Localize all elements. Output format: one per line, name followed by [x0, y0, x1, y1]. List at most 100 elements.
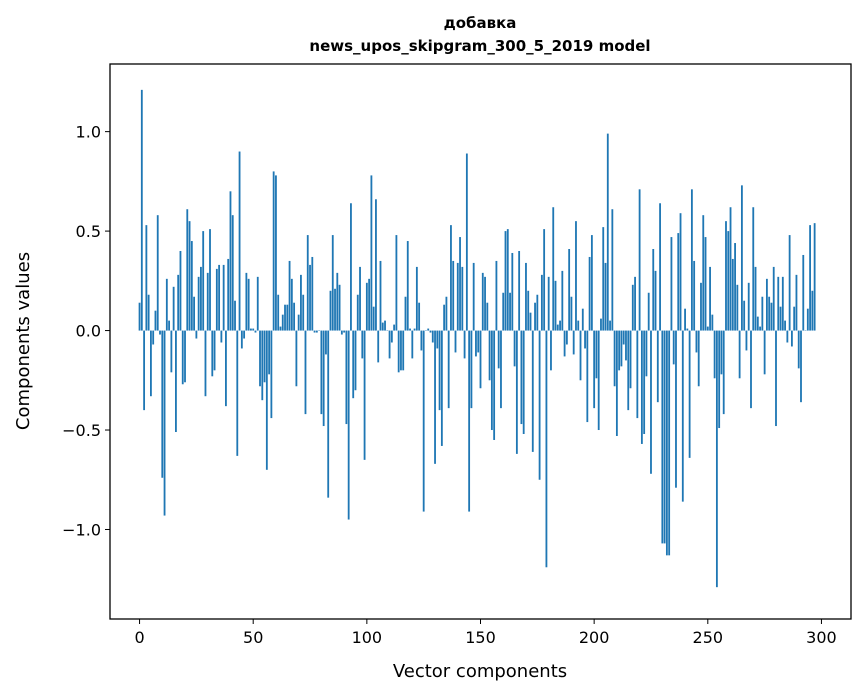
bar-236 — [675, 330, 677, 488]
bar-234 — [670, 237, 673, 331]
bar-78 — [315, 330, 318, 333]
bar-223 — [645, 330, 648, 377]
bar-182 — [552, 207, 555, 331]
bar-216 — [629, 330, 632, 389]
bar-179 — [545, 330, 548, 568]
bar-181 — [550, 330, 552, 371]
bar-116 — [402, 330, 405, 371]
bar-91 — [345, 330, 348, 425]
bar-62 — [279, 326, 282, 331]
y-tick-label: −1.0 — [62, 520, 101, 539]
bar-77 — [313, 330, 316, 333]
bar-297 — [813, 223, 816, 331]
bar-36 — [220, 330, 223, 343]
bar-260 — [729, 207, 732, 331]
bar-5 — [150, 330, 152, 397]
bar-197 — [586, 330, 589, 423]
bar-296 — [811, 290, 814, 331]
bar-150 — [479, 330, 482, 389]
bar-263 — [736, 284, 739, 331]
bar-287 — [790, 330, 793, 347]
bar-231 — [663, 330, 666, 544]
bar-180 — [547, 276, 550, 331]
bar-157 — [495, 260, 498, 331]
bar-191 — [572, 330, 575, 355]
chart-subtitle: news_upos_skipgram_300_5_2019 model — [309, 37, 650, 55]
bar-14 — [170, 330, 173, 373]
bar-6 — [152, 330, 155, 345]
bar-29 — [204, 330, 207, 397]
bar-111 — [390, 330, 393, 343]
bar-9 — [159, 330, 161, 335]
bar-135 — [445, 296, 448, 331]
bar-239 — [681, 330, 684, 502]
x-tick-label: 300 — [806, 628, 837, 647]
bar-27 — [200, 266, 202, 331]
bar-283 — [781, 276, 784, 331]
bar-3 — [145, 225, 148, 331]
bar-220 — [638, 189, 641, 331]
bar-208 — [611, 209, 614, 331]
bar-177 — [540, 274, 543, 331]
bar-277 — [768, 296, 771, 331]
bar-291 — [800, 330, 802, 403]
bar-98 — [361, 330, 364, 359]
bar-269 — [750, 330, 752, 409]
bar-201 — [595, 330, 598, 379]
bar-245 — [695, 330, 698, 353]
bar-278 — [770, 302, 773, 331]
bar-173 — [531, 330, 534, 452]
bar-22 — [188, 221, 191, 331]
bar-87 — [336, 272, 339, 331]
bar-261 — [731, 258, 734, 331]
bar-164 — [511, 252, 514, 331]
bar-55 — [263, 330, 266, 383]
bar-221 — [640, 330, 643, 444]
bar-169 — [522, 330, 525, 434]
bar-100 — [365, 282, 368, 331]
y-tick-label: 0.0 — [76, 322, 101, 341]
bar-161 — [504, 231, 507, 331]
bar-185 — [559, 320, 561, 331]
bar-167 — [518, 250, 521, 331]
bar-37 — [222, 264, 225, 331]
bar-253 — [713, 330, 716, 379]
bar-31 — [209, 229, 211, 331]
bar-183 — [554, 280, 557, 331]
bar-85 — [331, 235, 334, 331]
bar-226 — [652, 249, 655, 331]
bar-271 — [754, 266, 757, 331]
bar-130 — [434, 330, 436, 464]
bar-168 — [520, 330, 523, 425]
bar-33 — [213, 330, 216, 371]
bar-272 — [756, 316, 759, 331]
bars-group — [138, 89, 816, 588]
bar-43 — [236, 330, 239, 456]
bar-142 — [461, 266, 464, 331]
bar-209 — [613, 330, 616, 387]
bar-35 — [218, 264, 221, 331]
bar-146 — [470, 330, 473, 409]
bar-184 — [556, 324, 559, 331]
bar-38 — [225, 330, 227, 407]
bar-265 — [740, 185, 743, 331]
bar-19 — [181, 330, 184, 385]
bar-16 — [175, 330, 177, 433]
bar-34 — [215, 268, 218, 331]
bar-86 — [334, 288, 336, 331]
bar-151 — [481, 272, 484, 331]
bar-103 — [372, 306, 375, 331]
bar-145 — [468, 330, 471, 512]
bar-259 — [727, 231, 730, 331]
bar-21 — [186, 209, 189, 331]
bar-17 — [177, 274, 180, 331]
bar-99 — [363, 330, 366, 460]
bar-256 — [720, 330, 723, 375]
bar-258 — [725, 221, 727, 331]
bar-94 — [352, 330, 355, 399]
bar-65 — [286, 304, 289, 331]
bar-108 — [384, 320, 386, 331]
bar-270 — [752, 207, 755, 331]
bar-281 — [777, 276, 780, 331]
bar-97 — [359, 266, 361, 331]
